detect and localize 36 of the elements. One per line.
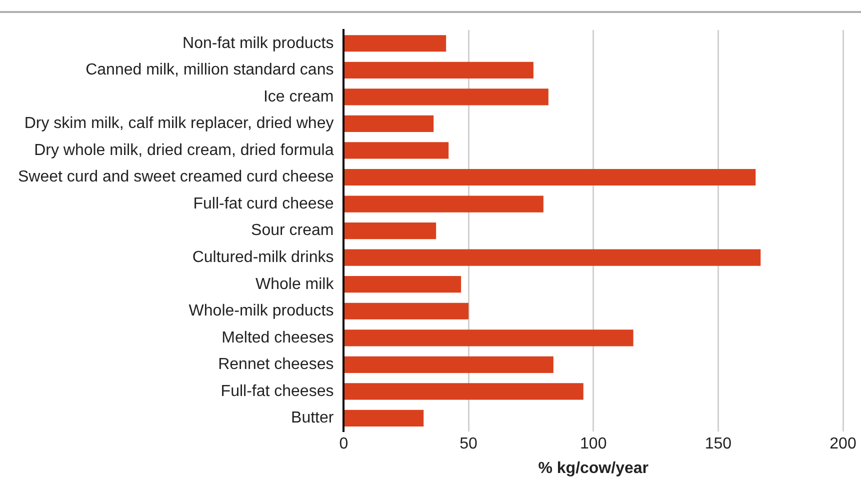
y-tick-label: Canned milk, million standard cans <box>86 62 334 79</box>
bar <box>344 410 424 427</box>
y-tick-label: Rennet cheeses <box>218 356 334 374</box>
bar <box>344 302 469 320</box>
bar <box>344 115 434 132</box>
y-tick-label: Dry skim milk, calf milk replacer, dried whey <box>24 115 334 132</box>
y-tick-label: Melted cheeses <box>222 329 334 346</box>
bar <box>344 276 462 293</box>
bar <box>344 196 544 212</box>
bar <box>344 249 761 266</box>
x-tick-label: 200 <box>830 436 856 453</box>
y-tick-label: Dry whole milk, dried cream, dried formula <box>34 142 334 159</box>
bar <box>344 356 554 373</box>
y-tick-label: Cultured-milk drinks <box>192 248 334 266</box>
y-tick-label: Full-fat curd cheese <box>193 195 334 212</box>
y-tick-label: Ice cream <box>263 88 334 106</box>
y-tick-label: Whole milk <box>255 276 335 293</box>
bar <box>344 35 446 52</box>
y-tick-label: Full-fat cheeses <box>220 382 334 400</box>
y-tick-label: Butter <box>291 410 334 427</box>
y-tick-label: Sour cream <box>251 222 334 240</box>
bar <box>344 88 548 106</box>
y-tick-label: Sweet curd and sweet creamed curd cheese <box>18 168 334 186</box>
x-tick-label: 0 <box>339 436 348 453</box>
x-axis-title: % kg/cow/year <box>538 460 649 477</box>
y-tick-label: Non-fat milk products <box>182 34 334 52</box>
bar <box>344 330 634 346</box>
x-tick-label: 50 <box>460 436 478 453</box>
bar <box>344 168 756 186</box>
bar <box>344 222 436 240</box>
bar <box>344 62 534 78</box>
bar <box>344 142 449 159</box>
y-tick-label: Whole-milk products <box>188 302 334 320</box>
bar <box>344 383 584 400</box>
x-tick-label: 150 <box>704 436 732 453</box>
x-tick-label: 100 <box>580 436 607 453</box>
